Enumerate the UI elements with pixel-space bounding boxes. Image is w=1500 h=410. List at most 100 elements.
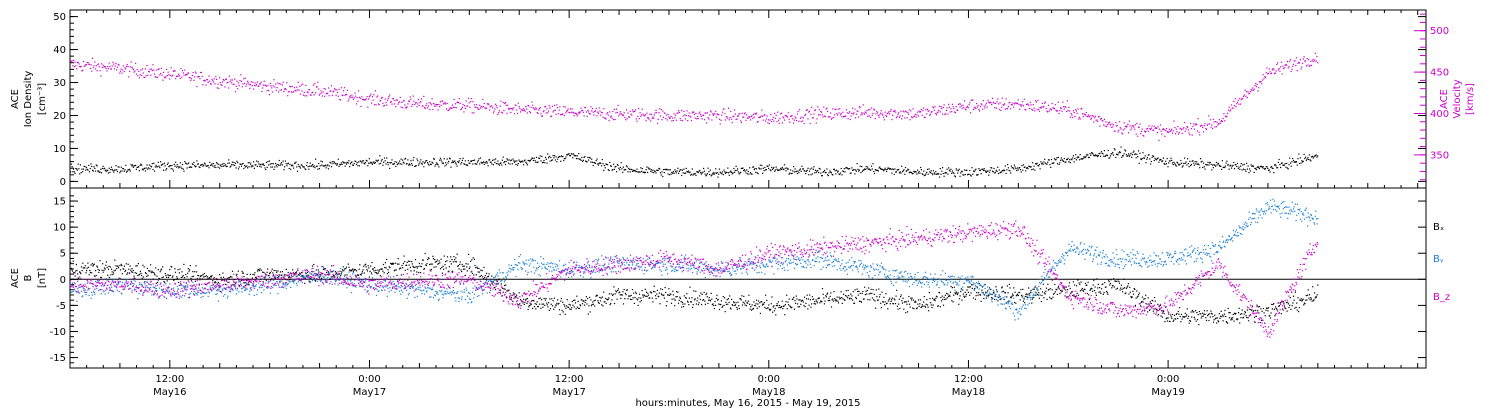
velocity-point	[266, 90, 268, 92]
velocity-point	[635, 118, 637, 120]
density-point	[200, 164, 202, 166]
density-point	[318, 162, 320, 165]
density-point	[581, 156, 583, 159]
density-point	[203, 162, 206, 164]
b-component-0-point	[493, 286, 495, 289]
velocity-point	[193, 79, 195, 81]
velocity-point	[648, 118, 650, 120]
b-component-0-point	[612, 293, 614, 295]
velocity-point	[1074, 115, 1076, 117]
b-component-0-point	[130, 271, 132, 273]
b-component-0-point	[692, 304, 694, 306]
velocity-point	[770, 114, 772, 116]
velocity-point	[942, 113, 944, 115]
b-component-0-point	[549, 308, 552, 310]
velocity-point	[1098, 116, 1100, 118]
b-component-0-point	[484, 277, 486, 279]
b-component-0-point	[954, 292, 956, 294]
density-point	[783, 164, 786, 166]
density-point	[1256, 166, 1258, 169]
density-point	[311, 165, 313, 167]
b-component-0-point	[804, 306, 806, 308]
velocity-point	[591, 110, 593, 112]
velocity-point	[1285, 65, 1287, 67]
density-point	[1185, 161, 1187, 163]
b-component-0-point	[407, 260, 410, 262]
b-component-0-point	[411, 263, 413, 265]
velocity-point	[611, 117, 613, 119]
velocity-point	[816, 118, 818, 120]
velocity-point	[216, 87, 218, 89]
density-point	[821, 175, 823, 177]
velocity-point	[592, 111, 594, 113]
velocity-point	[185, 73, 187, 75]
b-component-0-point	[1000, 298, 1002, 300]
velocity-point	[1053, 107, 1055, 109]
density-point	[1137, 156, 1139, 158]
density-point	[379, 155, 381, 157]
density-point	[820, 172, 822, 174]
velocity-point	[732, 116, 734, 118]
density-point	[200, 164, 202, 166]
b-component-0-point	[1035, 292, 1037, 294]
density-point	[161, 164, 163, 166]
density-point	[1156, 157, 1158, 160]
velocity-point	[1278, 67, 1280, 70]
velocity-point	[1158, 139, 1160, 141]
velocity-point	[509, 107, 511, 109]
density-point	[452, 161, 454, 164]
density-point	[821, 175, 823, 177]
density-point	[484, 161, 486, 163]
density-point	[1154, 157, 1156, 159]
velocity-point	[1192, 125, 1194, 128]
b-component-0-point	[970, 292, 972, 294]
velocity-point	[672, 117, 674, 119]
b-component-0-point	[747, 302, 749, 304]
velocity-point	[766, 115, 768, 117]
velocity-point	[579, 112, 581, 114]
b-component-0-point	[906, 303, 908, 305]
velocity-point	[713, 113, 715, 115]
velocity-point	[1265, 72, 1267, 74]
density-point	[1115, 153, 1118, 155]
velocity-point	[345, 93, 347, 96]
density-point	[1297, 158, 1299, 160]
density-point	[85, 166, 88, 169]
b-component-0-point	[803, 304, 805, 307]
b-component-0-point	[1027, 294, 1029, 296]
velocity-point	[453, 99, 455, 101]
density-point	[739, 172, 741, 174]
velocity-point	[984, 107, 986, 109]
density-point	[587, 156, 589, 158]
velocity-point	[472, 101, 474, 103]
velocity-point	[415, 101, 417, 104]
density-point	[741, 167, 743, 169]
velocity-point	[1186, 125, 1188, 128]
b-component-0-point	[864, 294, 866, 296]
b-component-0-point	[85, 272, 87, 274]
velocity-point	[1143, 135, 1145, 137]
density-point	[528, 160, 530, 162]
b-component-0-point	[824, 300, 826, 302]
density-point	[368, 158, 370, 160]
b-component-0-point	[969, 286, 971, 288]
density-point	[1282, 164, 1284, 166]
b-component-0-point	[784, 304, 786, 306]
velocity-point	[1000, 109, 1002, 111]
density-point	[970, 175, 972, 177]
b-component-0-point	[153, 271, 155, 274]
velocity-point	[740, 120, 742, 122]
density-point	[593, 162, 595, 164]
velocity-point	[275, 83, 277, 85]
velocity-point	[867, 109, 870, 111]
velocity-point	[297, 81, 299, 83]
density-point	[760, 168, 762, 170]
velocity-point	[468, 102, 470, 104]
b-component-0-point	[350, 270, 353, 272]
b-component-0-point	[872, 289, 874, 291]
velocity-point	[467, 97, 469, 99]
density-point	[1179, 163, 1181, 165]
b-component-0-point	[653, 285, 655, 287]
velocity-point	[779, 118, 781, 120]
velocity-point	[561, 114, 563, 116]
